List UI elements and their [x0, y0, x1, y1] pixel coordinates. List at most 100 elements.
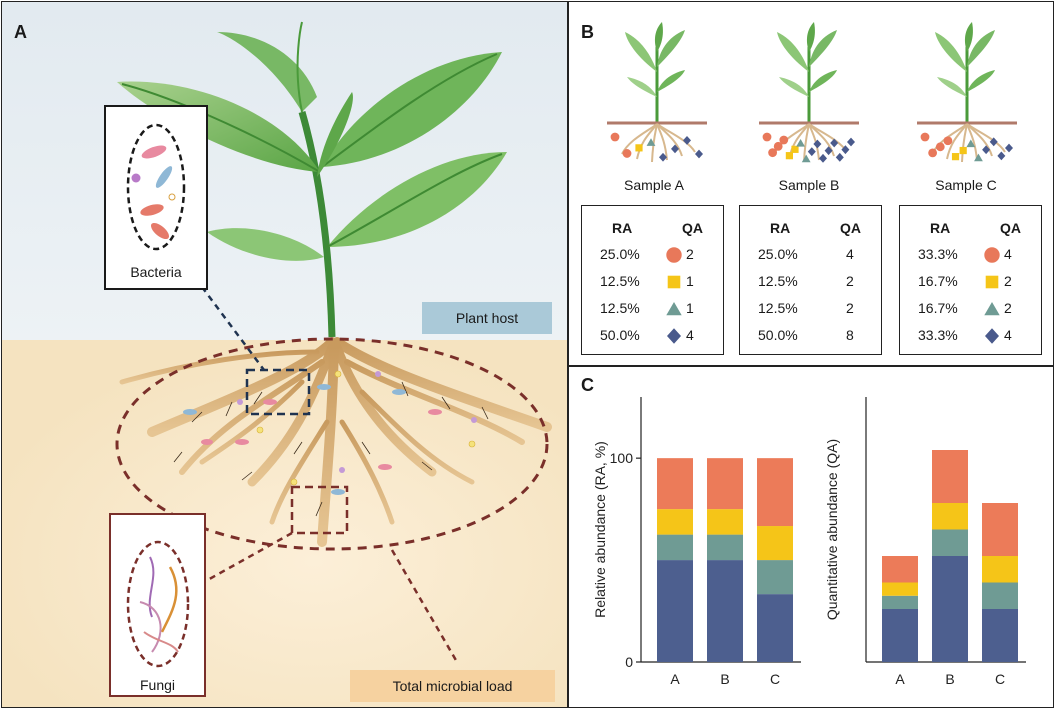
sample-c-title: Sample C	[935, 177, 997, 193]
bar-segment	[707, 560, 743, 662]
qa-value: 4	[1004, 327, 1012, 343]
root-microbes	[183, 370, 477, 495]
y-tick-label: 100	[610, 450, 634, 466]
qa-value: 2	[846, 273, 854, 289]
square-icon	[667, 275, 681, 289]
sample-plant	[917, 22, 1017, 163]
triangle-icon	[984, 302, 1000, 316]
bar-segment	[757, 458, 793, 527]
bar-segment	[982, 503, 1018, 556]
ra-header: RA	[770, 220, 791, 236]
qa-value: 1	[686, 300, 694, 316]
ra-value: 50.0%	[758, 327, 798, 343]
x-tick-label: A	[895, 671, 905, 687]
qa-value: 4	[1004, 246, 1012, 262]
bar-segment	[982, 556, 1018, 583]
qa-value: 1	[686, 273, 694, 289]
bacteria-label: Bacteria	[130, 264, 182, 280]
square-icon	[985, 275, 999, 289]
qa-header: QA	[1000, 220, 1021, 236]
ra-header: RA	[612, 220, 633, 236]
qa-value: 2	[1004, 273, 1012, 289]
circle-icon	[984, 247, 1000, 263]
fungi-label: Fungi	[139, 677, 176, 693]
y-tick-label: 0	[625, 654, 633, 670]
x-tick-label: A	[670, 671, 680, 687]
ra-value: 12.5%	[600, 300, 640, 316]
fungi-zoom-box	[290, 485, 349, 535]
ra-value: 12.5%	[758, 273, 798, 289]
bar-segment	[757, 560, 793, 595]
y-axis-label: Relative abundance (RA, %)	[592, 441, 608, 618]
ra-value: 25.0%	[600, 246, 640, 262]
plant-host-tag: Plant host	[422, 302, 552, 334]
ra-value: 12.5%	[600, 273, 640, 289]
plant-leaves	[117, 21, 507, 338]
qa-value: 4	[846, 246, 854, 262]
bar-segment	[757, 526, 793, 561]
bacteria-zoom-box	[245, 368, 311, 416]
ra-value: 33.3%	[918, 327, 958, 343]
x-tick-label: C	[995, 671, 1005, 687]
diamond-icon	[667, 328, 681, 344]
ra-value: 16.7%	[918, 273, 958, 289]
root-hairs	[173, 381, 489, 517]
sample-b-title: Sample B	[778, 177, 840, 193]
circle-icon	[666, 247, 682, 263]
ra-header: RA	[930, 220, 951, 236]
panel-a-label: A	[14, 22, 27, 42]
bar-segment	[982, 609, 1018, 662]
panel-b-label: B	[581, 22, 594, 42]
y-axis-label: Quantitative abundance (QA)	[824, 439, 840, 620]
panel-c-label: C	[581, 375, 594, 395]
qa-value: 2	[686, 246, 694, 262]
bar-segment	[882, 556, 918, 583]
qa-header: QA	[840, 220, 861, 236]
qa-value: 4	[686, 327, 694, 343]
bar-segment	[657, 560, 693, 662]
qa-value: 8	[846, 327, 854, 343]
diamond-icon	[985, 328, 999, 344]
triangle-icon	[666, 302, 682, 316]
bar-segment	[882, 609, 918, 662]
bar-segment	[757, 594, 793, 662]
ra-value: 16.7%	[918, 300, 958, 316]
bar-segment	[882, 595, 918, 609]
bar-segment	[657, 509, 693, 535]
bar-segment	[707, 534, 743, 561]
panel-b: B Sample A Sample B Sample C RA QA 25.0% 2 1…	[568, 1, 1054, 366]
sample-plants	[607, 22, 1017, 163]
microbial-load-tag: Total microbial load	[350, 670, 555, 702]
ra-value: 33.3%	[918, 246, 958, 262]
sample-table: RA QA 25.0% 2 12.5% 1 12.5% 1 50.0% 4	[581, 205, 724, 355]
panel-c: C 0 100 Relative abundance (RA, %) A B C Quant…	[568, 366, 1054, 708]
ra-value: 12.5%	[758, 300, 798, 316]
bar-segment	[932, 450, 968, 503]
sample-a-title: Sample A	[624, 177, 684, 193]
microbial-load-ellipse	[115, 337, 549, 551]
bar-segment	[982, 582, 1018, 609]
sample-table: RA QA 33.3% 4 16.7% 2 16.7% 2 33.3% 4	[899, 205, 1042, 355]
bar-segment	[932, 503, 968, 530]
stacked-bar-chart: Quantitative abundance (QA) A B C	[824, 397, 1026, 687]
bar-segment	[707, 458, 743, 510]
sample-plant	[607, 22, 707, 163]
plant-illustration	[2, 2, 567, 707]
qa-value: 2	[846, 300, 854, 316]
x-tick-label: B	[720, 671, 729, 687]
x-tick-label: C	[770, 671, 780, 687]
qa-value: 2	[1004, 300, 1012, 316]
panel-a: A Plant host Total microbial load Bacter…	[1, 1, 568, 708]
bar-segment	[707, 509, 743, 535]
qa-header: QA	[682, 220, 703, 236]
bar-segment	[932, 529, 968, 556]
bar-segment	[882, 582, 918, 596]
sample-table: RA QA 25.0% 4 12.5% 2 12.5% 2 50.0% 8	[739, 205, 882, 355]
bar-segment	[657, 458, 693, 510]
bar-segment	[932, 556, 968, 662]
sample-plant	[759, 22, 859, 163]
bar-segment	[657, 534, 693, 561]
